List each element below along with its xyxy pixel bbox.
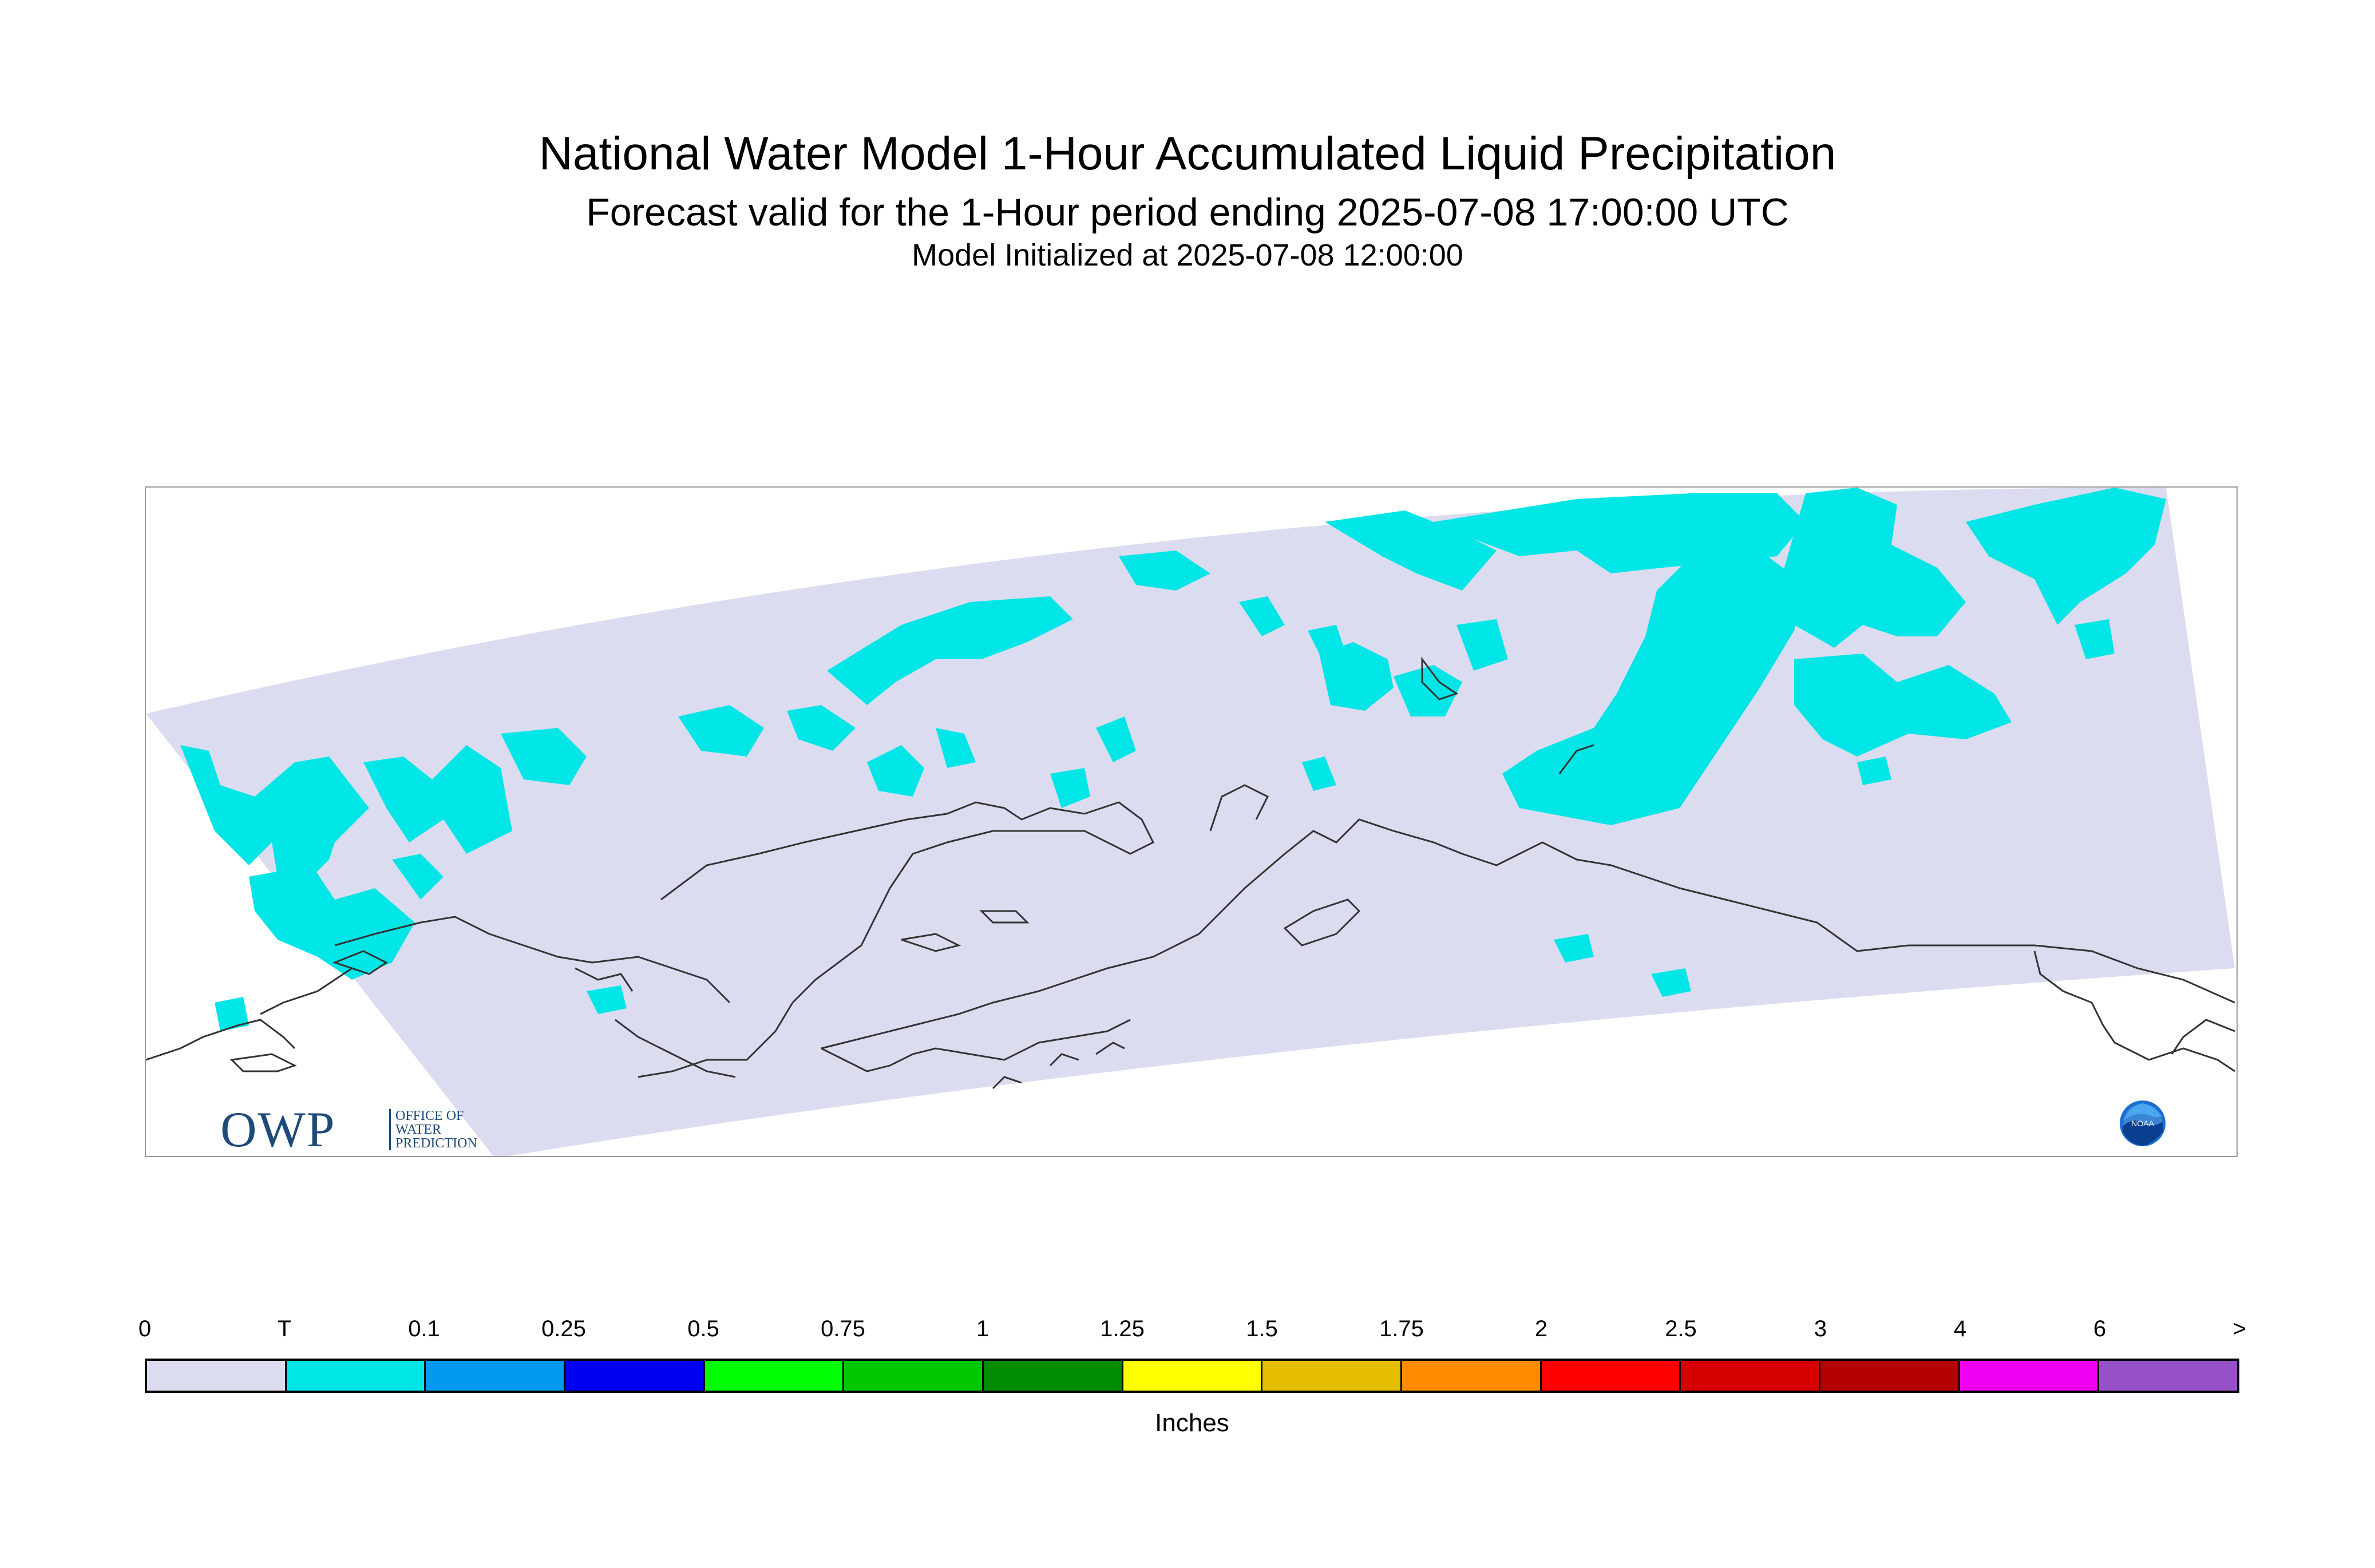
legend-swatch: [1402, 1361, 1542, 1391]
legend-swatch: [844, 1361, 984, 1391]
legend-swatch: [286, 1361, 426, 1391]
precip-area: [678, 705, 764, 757]
islands-alaska-peninsula: [992, 1042, 1125, 1090]
precip-area: [501, 728, 587, 785]
coastline-bristol: [638, 1002, 794, 1078]
legend-tick-label: 3: [1814, 1316, 1827, 1341]
legend-tick-label: 1.5: [1246, 1316, 1278, 1341]
legend-swatch: [1262, 1361, 1403, 1391]
legend-tick-label: 0.5: [687, 1316, 719, 1341]
legend-swatch: [147, 1361, 287, 1391]
owp-logo-text: OFFICE OF WATER PREDICTION: [389, 1109, 567, 1150]
legend-colorbar: [145, 1359, 2239, 1393]
fjord-north: [1421, 656, 1459, 700]
map-title: National Water Model 1-Hour Accumulated …: [539, 128, 1836, 180]
owp-logo: OWP OFFICE OF WATER PREDICTION: [220, 1104, 575, 1156]
precip-area: [392, 854, 444, 900]
precip-area: [1096, 716, 1136, 762]
aleutian-tail: [821, 1019, 1131, 1072]
precipitation-map: [146, 488, 2235, 1156]
legend-tick-label: 1.75: [1379, 1316, 1424, 1341]
legend-units: Inches: [1155, 1409, 1229, 1437]
lake-iliamna: [901, 933, 961, 952]
legend-tick-label: >: [2232, 1316, 2246, 1341]
island-nunivak: [332, 950, 388, 975]
precip-area: [1119, 551, 1210, 591]
precip-area: [787, 705, 856, 751]
precip-area: [249, 865, 415, 980]
owp-logo-mark: OWP: [220, 1102, 336, 1157]
coastlines: [146, 656, 2235, 1090]
map-subtitle: Forecast valid for the 1-Hour period end…: [586, 191, 1789, 234]
legend-tick-label: 0.75: [821, 1316, 865, 1341]
legend-swatch: [1960, 1361, 2100, 1391]
precip-area: [1554, 934, 1594, 963]
bering-strait: [260, 967, 353, 1015]
precip-area: [1319, 642, 1394, 711]
legend-swatch: [1681, 1361, 1821, 1391]
precip-area: [1302, 757, 1336, 791]
legend-tick-label: 4: [1953, 1316, 1967, 1341]
siberia-coast: [146, 1019, 296, 1061]
precip-area: [1394, 665, 1462, 716]
precip-area: [215, 997, 249, 1031]
precip-area: [2075, 619, 2115, 659]
color-legend: 0 T 0.1 0.25 0.5 0.75 1 1.25 1.5 1.75 2 2.5 3 4 6 > Inc…: [138, 1316, 2246, 1465]
legend-tick-label: 6: [2093, 1316, 2107, 1341]
legend-swatch: [704, 1361, 845, 1391]
owp-logo-line: PREDICTION: [395, 1136, 477, 1151]
lake-becharof: [979, 910, 1030, 924]
precip-area: [1456, 619, 1508, 671]
alaska-peninsula: [821, 818, 2235, 1050]
precip-area: [1239, 596, 1285, 636]
precip-area: [1651, 968, 1691, 997]
precip-area: [1050, 768, 1090, 808]
precip-area: [1966, 488, 2166, 625]
precip-area: [1434, 493, 1806, 573]
coastline-north: [660, 801, 1155, 1004]
coastline-southeast: [2033, 951, 2235, 1072]
legend-swatch: [1820, 1361, 1960, 1391]
legend-tick-label: 0: [138, 1316, 152, 1341]
legend-swatch: [2099, 1361, 2238, 1391]
precip-area: [363, 745, 512, 854]
legend-swatch: [426, 1361, 566, 1391]
model-init-time: Model Initialized at 2025-07-08 12:00:00: [912, 238, 1463, 272]
precip-area: [1857, 757, 1891, 785]
owp-logo-line: OFFICE OF: [395, 1108, 464, 1123]
noaa-logo: NOAA: [2120, 1100, 2166, 1146]
precip-area: [266, 797, 346, 888]
legend-tick-label: T: [277, 1316, 292, 1341]
legend-tick-label: 2.5: [1665, 1316, 1697, 1341]
legend-tick-label: 0.1: [408, 1316, 440, 1341]
legend-swatch: [565, 1361, 705, 1391]
border-canada: [2171, 1019, 2235, 1055]
precip-area: [867, 745, 924, 797]
island-kodiak: [1283, 898, 1361, 947]
precip-area: [587, 985, 627, 1014]
coastline-west: [334, 916, 731, 1004]
island-stlawrence: [229, 1053, 297, 1072]
owp-logo-line: WATER: [395, 1122, 441, 1137]
inlet-yakutat: [1558, 744, 1594, 774]
legend-tick-label: 1: [976, 1316, 989, 1341]
legend-swatch: [1123, 1361, 1263, 1391]
noaa-logo-text: NOAA: [2131, 1119, 2154, 1128]
norton-sound: [615, 1019, 736, 1078]
precip-area: [827, 596, 1073, 705]
legend-swatch: [1541, 1361, 1681, 1391]
precip-area: [1502, 551, 1806, 825]
map-panel: OWP OFFICE OF WATER PREDICTION NOAA: [145, 486, 2238, 1157]
precip-area: [1783, 488, 1966, 648]
legend-tick-label: 0.25: [541, 1316, 586, 1341]
legend-tick-label: 1.25: [1100, 1316, 1145, 1341]
precipitation-areas: [180, 488, 2166, 1031]
legend-tick-label: 2: [1534, 1316, 1548, 1341]
inlet-chukchi: [575, 967, 634, 992]
legend-swatch: [984, 1361, 1123, 1391]
precip-area: [936, 728, 976, 768]
precip-area: [1794, 654, 2012, 757]
inlet-cook: [1209, 784, 1269, 831]
